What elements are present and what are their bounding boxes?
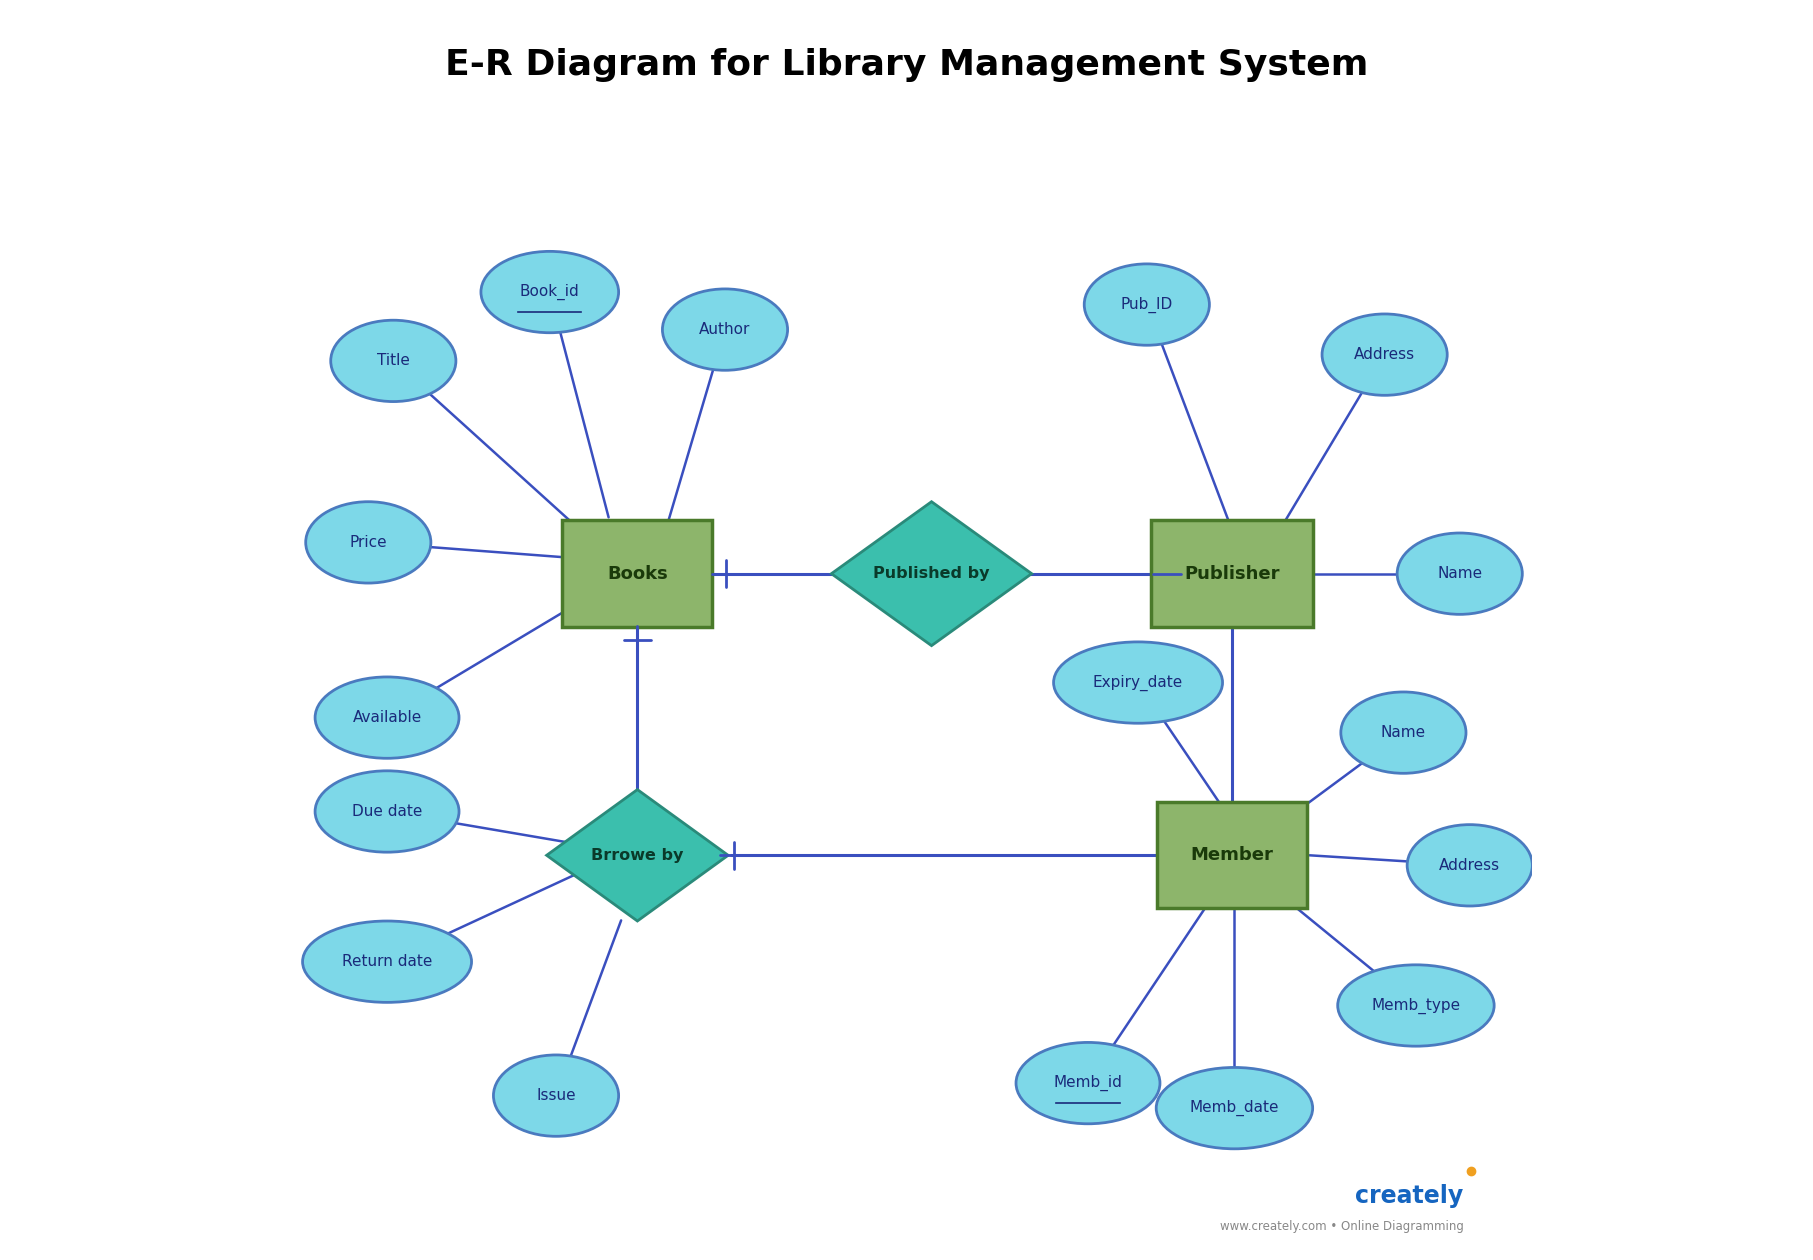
Text: Memb_date: Memb_date (1189, 1100, 1280, 1116)
Text: Name: Name (1382, 726, 1427, 740)
Text: Return date: Return date (343, 954, 431, 969)
Text: Book_id: Book_id (520, 284, 580, 300)
Ellipse shape (306, 501, 431, 583)
Ellipse shape (1322, 314, 1447, 396)
Text: Due date: Due date (352, 804, 422, 819)
Text: Name: Name (1438, 566, 1483, 581)
Ellipse shape (1015, 1042, 1160, 1124)
Ellipse shape (662, 289, 787, 370)
Text: Publisher: Publisher (1184, 564, 1280, 582)
Ellipse shape (315, 771, 459, 852)
Polygon shape (832, 501, 1032, 645)
Text: Memb_type: Memb_type (1371, 998, 1461, 1013)
Text: Available: Available (352, 711, 422, 724)
FancyBboxPatch shape (562, 520, 713, 627)
Ellipse shape (303, 921, 471, 1003)
Ellipse shape (1342, 692, 1467, 774)
Ellipse shape (315, 677, 459, 759)
Ellipse shape (1407, 824, 1532, 906)
Text: Brrowe by: Brrowe by (591, 848, 684, 863)
Text: Pub_ID: Pub_ID (1120, 296, 1173, 312)
Text: Books: Books (607, 564, 667, 582)
Text: Expiry_date: Expiry_date (1093, 674, 1184, 690)
Text: Address: Address (1440, 858, 1501, 873)
Polygon shape (548, 790, 729, 921)
Text: Memb_id: Memb_id (1053, 1075, 1122, 1091)
Ellipse shape (480, 252, 618, 333)
Ellipse shape (1084, 263, 1209, 345)
FancyBboxPatch shape (1151, 520, 1313, 627)
Text: Author: Author (700, 323, 751, 338)
Ellipse shape (1338, 965, 1494, 1046)
Text: Member: Member (1191, 847, 1273, 864)
Text: E-R Diagram for Library Management System: E-R Diagram for Library Management Syste… (444, 48, 1369, 82)
Ellipse shape (493, 1055, 618, 1137)
Ellipse shape (1157, 1067, 1313, 1149)
Ellipse shape (1053, 641, 1222, 723)
Text: Published by: Published by (874, 566, 990, 581)
Text: creately: creately (1356, 1184, 1463, 1208)
Text: www.creately.com • Online Diagramming: www.creately.com • Online Diagramming (1220, 1220, 1463, 1234)
Ellipse shape (1398, 533, 1523, 615)
Text: Issue: Issue (537, 1089, 577, 1102)
Ellipse shape (330, 320, 455, 402)
FancyBboxPatch shape (1157, 803, 1307, 908)
Text: Price: Price (350, 536, 388, 549)
Text: Address: Address (1354, 348, 1416, 362)
Text: Title: Title (377, 353, 410, 368)
